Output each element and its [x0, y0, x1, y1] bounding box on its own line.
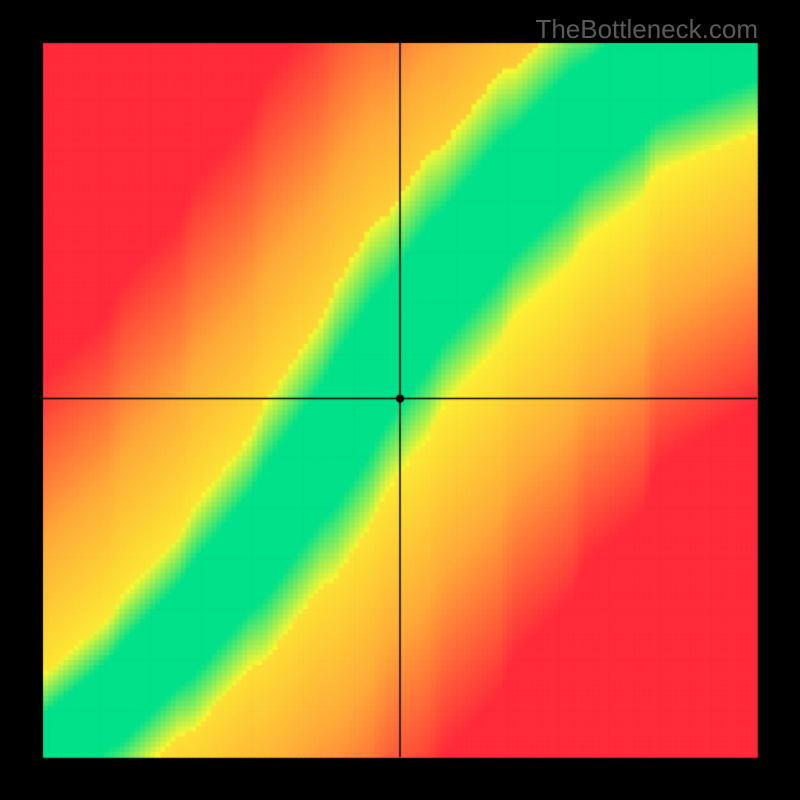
chart-container: TheBottleneck.com — [0, 0, 800, 800]
bottleneck-heatmap-canvas — [0, 0, 800, 800]
